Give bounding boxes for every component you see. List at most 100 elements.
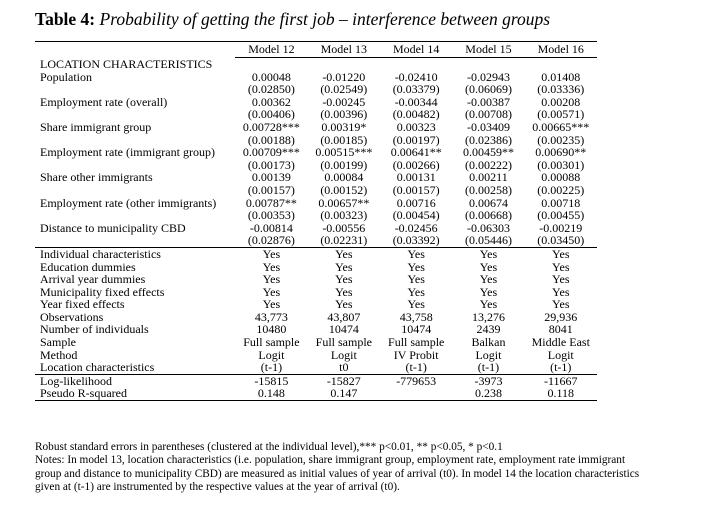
table-cell: 0.148 (235, 387, 308, 402)
table-cell: 0.00362 (251, 94, 291, 109)
table-cell: Yes (335, 284, 353, 299)
table-cell: 43,807 (327, 309, 361, 324)
table-cell: 0.00319* (321, 119, 367, 134)
row-label (35, 41, 236, 58)
table-cell: (0.00455) (537, 208, 585, 223)
fit-row: Log-likelihood -15815 -15827 -779653 -3973 -1… (35, 374, 597, 387)
table-cell: 0.00459** (462, 145, 514, 160)
table-cell: -15815 (254, 373, 289, 388)
table-cell: (0.00482) (392, 107, 440, 122)
table-cell: -0.03409 (466, 119, 510, 134)
row-label: Employment rate (overall) (40, 94, 168, 109)
table-cell: Yes (479, 297, 498, 312)
table-cell: (t-1) (380, 361, 453, 375)
table-cell: (0.03336) (537, 82, 585, 97)
table-cell: (t-1) (235, 361, 308, 375)
standard-error-row: (0.02876) (0.02231) (0.03392) (0.05446) (0.0… (35, 234, 597, 248)
table-cell: (0.00454) (392, 208, 440, 223)
table-cell: (0.02549) (320, 82, 368, 97)
row-label (35, 209, 235, 222)
table-cell: Logit (258, 347, 285, 362)
row-label: Share other immigrants (40, 170, 153, 185)
table-cell: 29,936 (544, 309, 578, 324)
table-notes: Robust standard errors in parentheses (c… (35, 441, 700, 494)
table-cell: 0.238 (452, 387, 525, 402)
table-cell: Yes (407, 272, 425, 287)
table-cell: 0.00139 (251, 170, 291, 185)
table-cell: (0.00668) (464, 208, 512, 223)
table-cell: (0.00571) (537, 107, 585, 122)
spec-row: Arrival year dummies Yes Yes Yes Yes Yes (35, 273, 597, 286)
table-cell: (0.02876) (235, 234, 308, 248)
coefficient-row: Distance to municipality CBD -0.00814 -0.0… (35, 222, 597, 235)
table-cell: 0.00131 (396, 170, 436, 185)
row-label (35, 234, 236, 248)
table-cell: Yes (262, 246, 281, 261)
table-cell: -0.01220 (322, 69, 366, 84)
table-cell: 0.00657** (318, 195, 370, 210)
table-cell: Yes (479, 259, 498, 274)
coefficient-row: Employment rate (other immigrants) 0.0078… (35, 195, 597, 210)
table-cell: Yes (335, 297, 353, 312)
table-cell: Yes (552, 297, 570, 312)
table-cell: 0.00690** (535, 145, 587, 160)
table-cell: Yes (479, 246, 498, 261)
standard-error-row: (0.00406) (0.00396) (0.00482) (0.00708) (0.0… (35, 108, 597, 121)
table-cell: Yes (262, 297, 281, 312)
table-cell: 0.00088 (541, 170, 581, 185)
table-cell: Model 16 (524, 41, 597, 58)
spec-row: Individual characteristics Yes Yes Yes Yes Ye… (35, 246, 597, 261)
table-cell: 10474 (328, 322, 359, 337)
table-cell: (0.00157) (392, 182, 440, 197)
row-label: Location characteristics (35, 361, 236, 375)
table-cell: -0.00344 (394, 94, 438, 109)
spec-row: Number of individuals 10480 10474 10474 2439… (35, 323, 597, 336)
table-cell: 0.00323 (396, 119, 436, 134)
spec-row: Municipality fixed effects Yes Yes Yes Yes Ye… (35, 286, 597, 299)
table-cell: (0.00157) (247, 182, 295, 197)
table-cell: 0.00208 (541, 94, 581, 109)
table-cell: 0.00718 (541, 195, 581, 210)
table-cell: (0.03379) (392, 82, 440, 97)
row-label (35, 83, 235, 96)
table-cell: (0.00225) (537, 182, 585, 197)
header-row: Model 12 Model 13 Model 14 Model 15 Model 16 (35, 41, 597, 58)
standard-error-row: (0.00188) (0.00185) (0.00197) (0.02386) (0.0… (35, 132, 597, 147)
row-label: Individual characteristics (40, 246, 161, 261)
section-row: LOCATION CHARACTERISTICS (35, 58, 597, 71)
table-cell: -11667 (543, 373, 578, 388)
table-cell: (0.00396) (320, 107, 368, 122)
table-cell: 0.147 (307, 387, 381, 402)
table-cell: 0.00674 (468, 195, 508, 210)
table-cell: 0.01408 (541, 69, 581, 84)
table-cell: (0.00235) (537, 132, 585, 147)
table-cell: (0.00188) (247, 132, 295, 147)
table-cell: Full sample (315, 335, 372, 350)
table-cell: (0.02386) (464, 132, 512, 147)
coefficient-row: Population 0.00048 -0.01220 -0.02410 -0.0294… (35, 69, 597, 84)
table-cell: -0.00556 (322, 220, 366, 235)
table-cell: t0 (307, 361, 381, 375)
table-cell: (0.00199) (320, 157, 368, 172)
table-cell: Yes (552, 246, 570, 261)
table-cell: Yes (335, 272, 353, 287)
table-cell: Model 13 (307, 41, 381, 58)
spec-row: Sample Full sample Full sample Full sample B… (35, 336, 597, 349)
table-cell: -0.00219 (539, 220, 583, 235)
row-label: Year fixed effects (40, 297, 125, 312)
table-cell: -0.00814 (249, 220, 293, 235)
table-cell: (0.00301) (537, 157, 585, 172)
table-cell: Logit (475, 347, 502, 362)
table-cell: (0.00353) (247, 208, 295, 223)
table-cell: 10480 (256, 322, 287, 337)
table-cell: (0.00406) (247, 107, 295, 122)
table-cell: Yes (335, 259, 353, 274)
table-cell: -0.00387 (466, 94, 510, 109)
table-cell: 0.00211 (469, 170, 508, 185)
table-cell: Yes (407, 246, 425, 261)
table-cell: 0.00716 (396, 195, 436, 210)
note-line: group and distance to municipality CBD) … (35, 467, 640, 480)
row-label: Number of individuals (40, 322, 149, 337)
table-cell: 0.00048 (251, 69, 291, 84)
row-label: Distance to municipality CBD (40, 220, 186, 235)
